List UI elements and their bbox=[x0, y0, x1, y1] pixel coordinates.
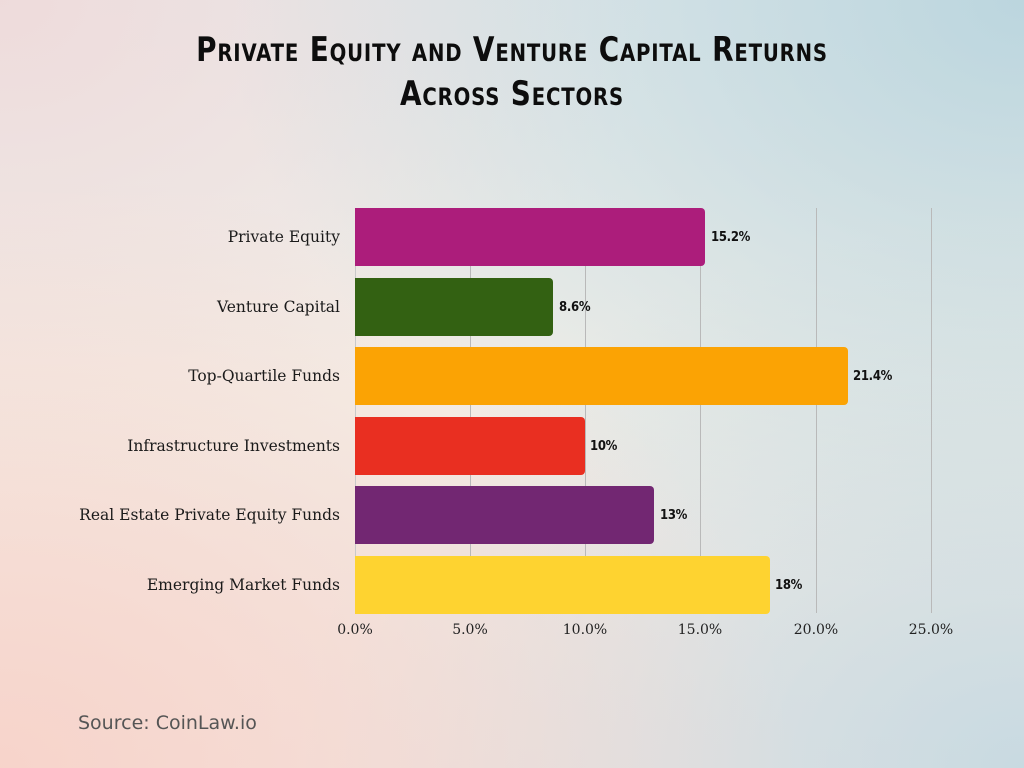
gridline-5 bbox=[470, 208, 471, 613]
category-label: Infrastructure Investments bbox=[127, 437, 340, 455]
value-label: 10% bbox=[590, 439, 618, 454]
bar-venture-capital bbox=[355, 278, 553, 336]
value-label: 18% bbox=[775, 578, 803, 593]
chart-title: Private Equity and Venture Capital Retur… bbox=[92, 28, 932, 116]
category-label: Private Equity bbox=[227, 228, 340, 246]
gridline-25 bbox=[931, 208, 932, 613]
x-tick-label: 0.0% bbox=[337, 622, 373, 638]
bar-private-equity bbox=[355, 208, 705, 266]
category-label: Venture Capital bbox=[216, 298, 340, 316]
source-caption: Source: CoinLaw.io bbox=[78, 712, 257, 734]
bar-row: Private Equity 15.2% bbox=[0, 208, 1024, 266]
bar-row: Venture Capital 8.6% bbox=[0, 278, 1024, 336]
bar-emerging-market-funds bbox=[355, 556, 770, 614]
bar-row: Real Estate Private Equity Funds 13% bbox=[0, 486, 1024, 544]
x-tick-label: 15.0% bbox=[677, 622, 723, 638]
category-label: Real Estate Private Equity Funds bbox=[79, 506, 340, 524]
value-label: 13% bbox=[660, 508, 688, 523]
x-tick-label: 10.0% bbox=[562, 622, 608, 638]
gridline-20 bbox=[816, 208, 817, 613]
y-axis-line bbox=[355, 208, 356, 613]
chart-title-line-1: Private Equity and Venture Capital Retur… bbox=[196, 30, 828, 70]
value-label: 21.4% bbox=[853, 369, 893, 384]
bar-row: Emerging Market Funds 18% bbox=[0, 556, 1024, 614]
bar-top-quartile-funds bbox=[355, 347, 848, 405]
x-tick-label: 5.0% bbox=[452, 622, 488, 638]
value-label: 8.6% bbox=[559, 300, 591, 315]
bar-real-estate-pe-funds bbox=[355, 486, 654, 544]
gridline-10 bbox=[585, 208, 586, 613]
value-label: 15.2% bbox=[711, 230, 751, 245]
x-tick-label: 20.0% bbox=[793, 622, 839, 638]
category-label: Emerging Market Funds bbox=[146, 576, 340, 594]
bar-row: Infrastructure Investments 10% bbox=[0, 417, 1024, 475]
chart-title-line-2: Across Sectors bbox=[399, 74, 625, 114]
x-tick-label: 25.0% bbox=[908, 622, 954, 638]
category-label: Top-Quartile Funds bbox=[188, 367, 340, 385]
gridline-15 bbox=[700, 208, 701, 613]
bar-infrastructure-investments bbox=[355, 417, 585, 475]
bar-row: Top-Quartile Funds 21.4% bbox=[0, 347, 1024, 405]
